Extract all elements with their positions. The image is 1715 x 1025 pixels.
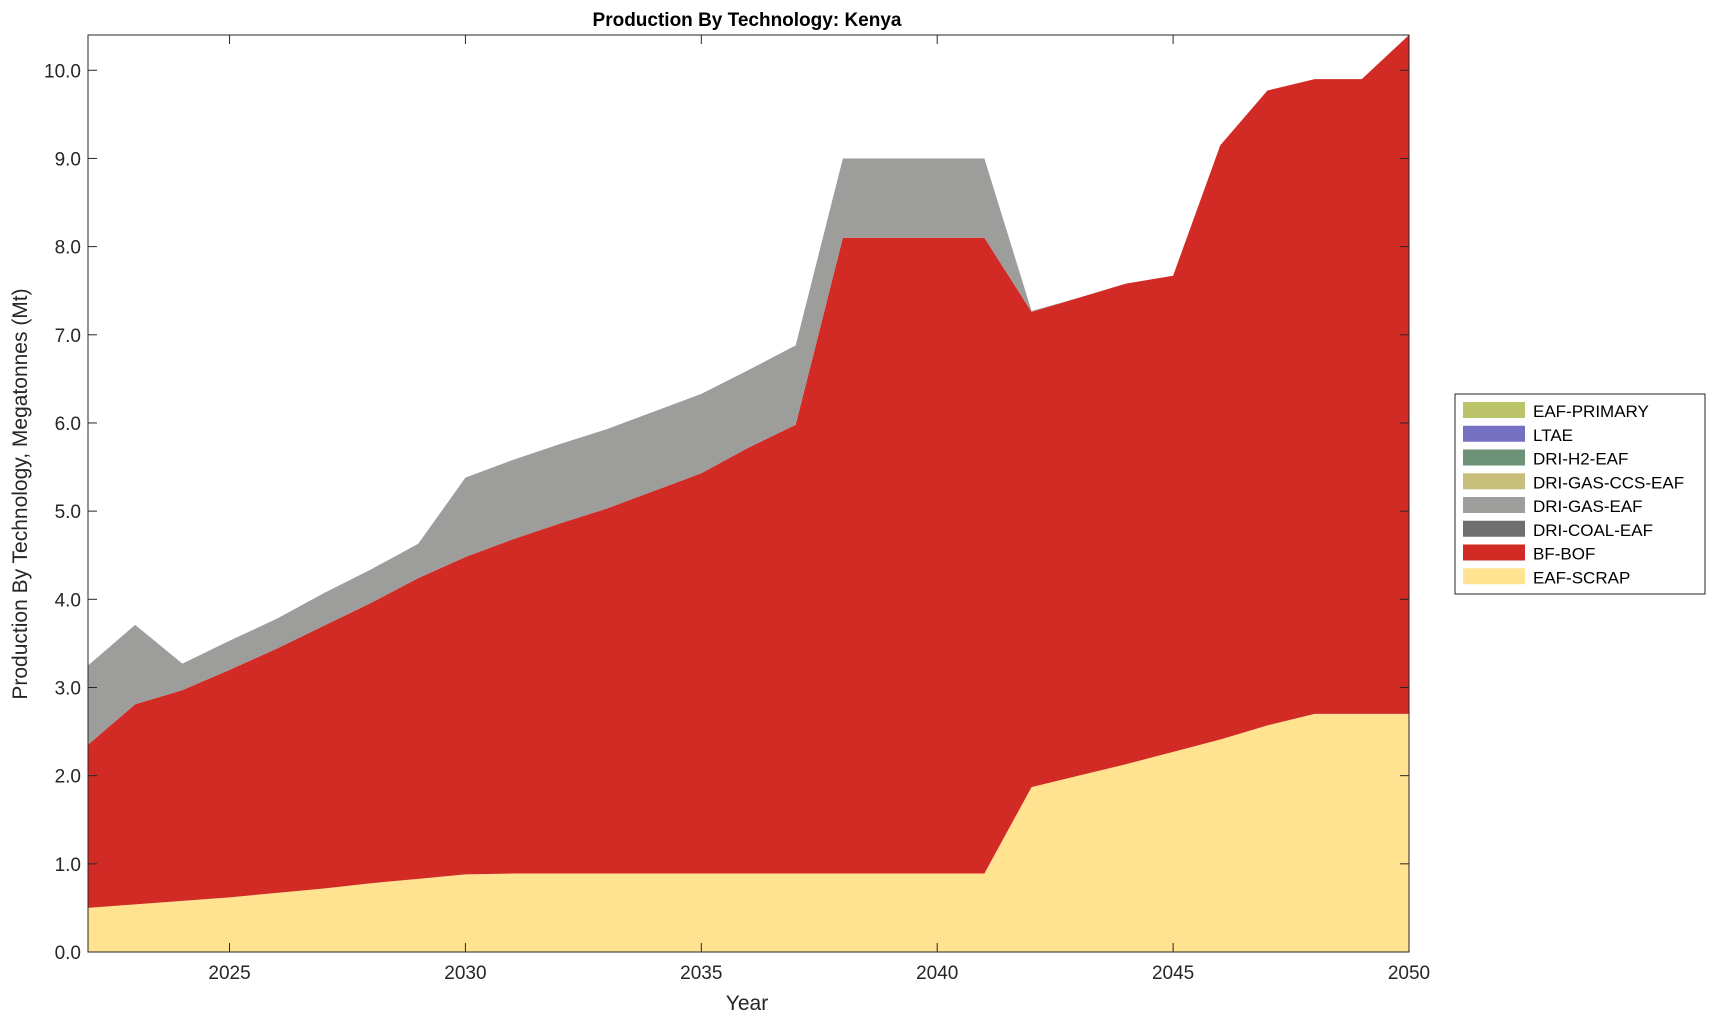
- legend-swatch-eaf-primary: [1463, 402, 1525, 418]
- legend-box: [1454, 393, 1706, 595]
- y-tick-label: 2.0: [55, 767, 81, 788]
- area-series-bf-bof: [88, 35, 1409, 908]
- y-tick-label: 7.0: [55, 326, 81, 347]
- legend-swatch-dri-coal-eaf: [1463, 520, 1525, 537]
- x-tick-label: 2045: [1152, 963, 1194, 984]
- area-series-dri-gas-eaf: [88, 35, 1409, 745]
- axes-box: [87, 34, 1410, 953]
- chart-title: Production By Technology: Kenya: [593, 10, 902, 31]
- y-tick-label: 8.0: [55, 238, 81, 259]
- x-axis-label: Year: [726, 992, 768, 1015]
- legend-label-eaf-primary: EAF-PRIMARY: [1533, 402, 1649, 421]
- x-tick-label: 2035: [680, 963, 722, 984]
- axes: 2025 2030 2035 2040 2045 2050 0.0 1.0 2.0 3.0 4.0 5…: [44, 34, 1430, 984]
- y-tick-label: 6.0: [55, 414, 81, 435]
- y-tick-label: 10.0: [44, 61, 81, 82]
- legend-label-dri-h2-eaf: DRI-H2-EAF: [1533, 450, 1628, 469]
- legend-swatch-dri-gas-eaf: [1463, 497, 1525, 513]
- y-axis-label: Production By Technology, Megatonnes (Mt…: [9, 288, 32, 699]
- legend-label-eaf-scrap: EAF-SCRAP: [1533, 568, 1630, 587]
- plot-area: [88, 35, 1409, 952]
- legend-label-ltae: LTAE: [1533, 426, 1573, 445]
- area-series-eaf-scrap: [88, 713, 1409, 952]
- legend-label-dri-gas-eaf: DRI-GAS-EAF: [1533, 497, 1643, 516]
- x-tick-label: 2050: [1388, 963, 1430, 984]
- legend-swatch-eaf-scrap: [1463, 568, 1525, 585]
- legend-swatch-ltae: [1463, 425, 1525, 442]
- x-tick-label: 2040: [916, 963, 958, 984]
- y-tick-label: 0.0: [55, 943, 81, 964]
- legend-label-dri-coal-eaf: DRI-COAL-EAF: [1533, 521, 1653, 540]
- y-tick-label: 3.0: [55, 678, 81, 699]
- legend-swatch-bf-bof: [1463, 544, 1525, 561]
- legend-swatch-dri-gas-ccs-eaf: [1463, 473, 1525, 490]
- x-tick-label: 2025: [208, 963, 250, 984]
- legend-label-bf-bof: BF-BOF: [1533, 545, 1595, 564]
- legend: EAF-PRIMARY LTAE DRI-H2-EAF DRI-GAS-CCS-EAF…: [1454, 393, 1706, 595]
- y-tick-label: 4.0: [55, 590, 81, 611]
- y-tick-label: 9.0: [55, 149, 81, 170]
- y-tick-label: 1.0: [55, 855, 81, 876]
- x-tick-label: 2030: [444, 963, 486, 984]
- y-tick-label: 5.0: [55, 502, 81, 523]
- legend-label-dri-gas-ccs-eaf: DRI-GAS-CCS-EAF: [1533, 473, 1684, 492]
- legend-swatch-dri-h2-eaf: [1463, 449, 1525, 466]
